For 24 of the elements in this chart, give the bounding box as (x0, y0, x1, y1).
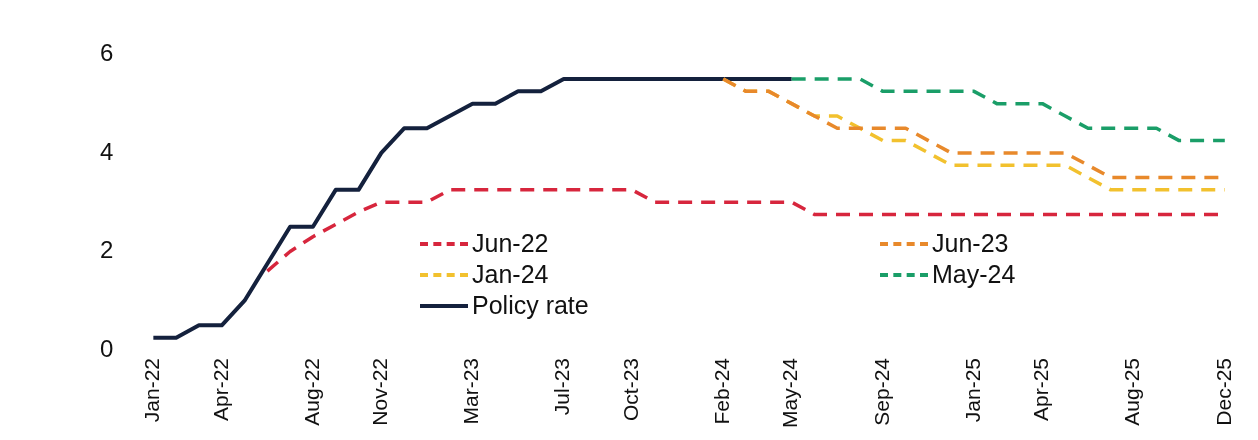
x-tick-label: Apr-25 (1029, 357, 1053, 422)
x-tick-label: Jan-25 (960, 357, 984, 423)
legend-label: Jan-24 (472, 260, 549, 289)
x-tick-label: Aug-22 (299, 357, 323, 426)
legend-label: Jun-22 (472, 229, 549, 258)
legend-label: Jun-23 (932, 229, 1009, 258)
x-tick-label: May-24 (778, 357, 802, 429)
x-tick-label: Aug-25 (1120, 357, 1144, 426)
y-tick-label: 0 (99, 334, 114, 362)
x-tick-label: Apr-22 (208, 357, 232, 422)
x-tick-label: Oct-23 (618, 357, 642, 422)
x-tick-label: Mar-23 (459, 357, 483, 425)
x-tick-label: Dec-25 (1211, 357, 1235, 426)
x-tick-label: Jul-23 (550, 357, 574, 416)
line-series (789, 77, 1227, 143)
y-tick-label: 2 (99, 236, 114, 264)
x-tick-label: Sep-24 (869, 357, 893, 426)
legend-label: Policy rate (472, 291, 589, 320)
y-tick-label: 6 (99, 39, 114, 67)
x-tick-label: Feb-24 (710, 357, 734, 425)
legend-label: May-24 (932, 260, 1016, 289)
y-tick-label: 4 (99, 137, 114, 165)
x-tick-label: Nov-22 (368, 357, 392, 426)
x-tick-label: Jan-22 (140, 357, 164, 423)
